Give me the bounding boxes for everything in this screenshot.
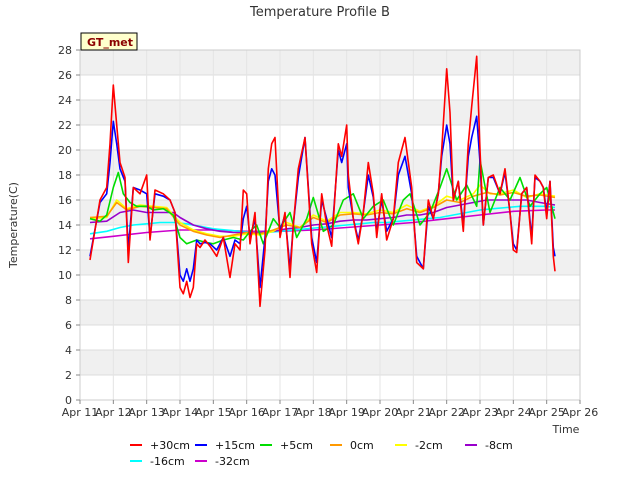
y-axis-label: Temperature(C) <box>7 182 20 269</box>
legend-label: 0cm <box>350 439 374 452</box>
x-tick-label: Apr 15 <box>195 406 232 419</box>
x-tick-label: Apr 23 <box>462 406 499 419</box>
legend-item: +15cm <box>195 439 255 452</box>
x-axis-label: Time <box>552 423 580 436</box>
legend: +30cm +15cm +5cm 0cm -2cm -8cm -16cm -32cm <box>130 439 513 468</box>
plot-band <box>80 350 580 375</box>
badge-label: GT_met <box>87 36 133 49</box>
x-tick-label: Apr 20 <box>362 406 399 419</box>
plot-band <box>80 150 580 175</box>
y-tick-label: 8 <box>65 294 72 307</box>
plot-band <box>80 300 580 325</box>
legend-item: -2cm <box>395 439 443 452</box>
y-tick-label: 2 <box>65 369 72 382</box>
x-tick-label: Apr 12 <box>95 406 132 419</box>
legend-item: +30cm <box>130 439 190 452</box>
x-tick-label: Apr 21 <box>395 406 432 419</box>
legend-item: -16cm <box>130 455 185 468</box>
legend-item: 0cm <box>330 439 374 452</box>
y-tick-label: 14 <box>58 219 72 232</box>
plot-band <box>80 250 580 275</box>
x-tick-label: Apr 14 <box>162 406 199 419</box>
gt-met-badge: GT_met <box>80 32 138 51</box>
legend-label: +5cm <box>280 439 313 452</box>
x-tick-label: Apr 19 <box>328 406 365 419</box>
legend-label: -32cm <box>215 455 250 468</box>
y-tick-label: 0 <box>65 394 72 407</box>
badge-box <box>80 32 138 51</box>
x-tick-label: Apr 22 <box>428 406 465 419</box>
legend-label: +30cm <box>150 439 190 452</box>
y-tick-label: 24 <box>58 94 72 107</box>
legend-label: +15cm <box>215 439 255 452</box>
x-tick-label: Apr 11 <box>62 406 99 419</box>
chart-title: Temperature Profile B <box>249 5 390 20</box>
y-tick-label: 6 <box>65 319 72 332</box>
plot-band <box>80 100 580 125</box>
x-tick-label: Apr 24 <box>495 406 532 419</box>
y-tick-label: 16 <box>58 194 72 207</box>
x-tick-label: Apr 25 <box>528 406 565 419</box>
series-line-plus30cm <box>89 55 556 308</box>
legend-label: -2cm <box>415 439 443 452</box>
y-tick-label: 28 <box>58 44 72 57</box>
y-tick-label: 4 <box>65 344 72 357</box>
y-tick-label: 10 <box>58 269 72 282</box>
y-tick-label: 12 <box>58 244 72 257</box>
legend-label: -16cm <box>150 455 185 468</box>
plot-band <box>80 50 580 75</box>
legend-item: +5cm <box>260 439 313 452</box>
y-tick-label: 26 <box>58 69 72 82</box>
y-tick-label: 18 <box>58 169 72 182</box>
y-tick-label: 22 <box>58 119 72 132</box>
legend-item: -8cm <box>465 439 513 452</box>
x-tick-label: Apr 13 <box>128 406 165 419</box>
y-tick-label: 20 <box>58 144 72 157</box>
x-tick-label: Apr 26 <box>562 406 599 419</box>
x-tick-label: Apr 17 <box>262 406 299 419</box>
x-tick-label: Apr 18 <box>295 406 332 419</box>
x-tick-label: Apr 16 <box>228 406 265 419</box>
legend-item: -32cm <box>195 455 250 468</box>
legend-label: -8cm <box>485 439 513 452</box>
series-lines <box>89 55 556 308</box>
